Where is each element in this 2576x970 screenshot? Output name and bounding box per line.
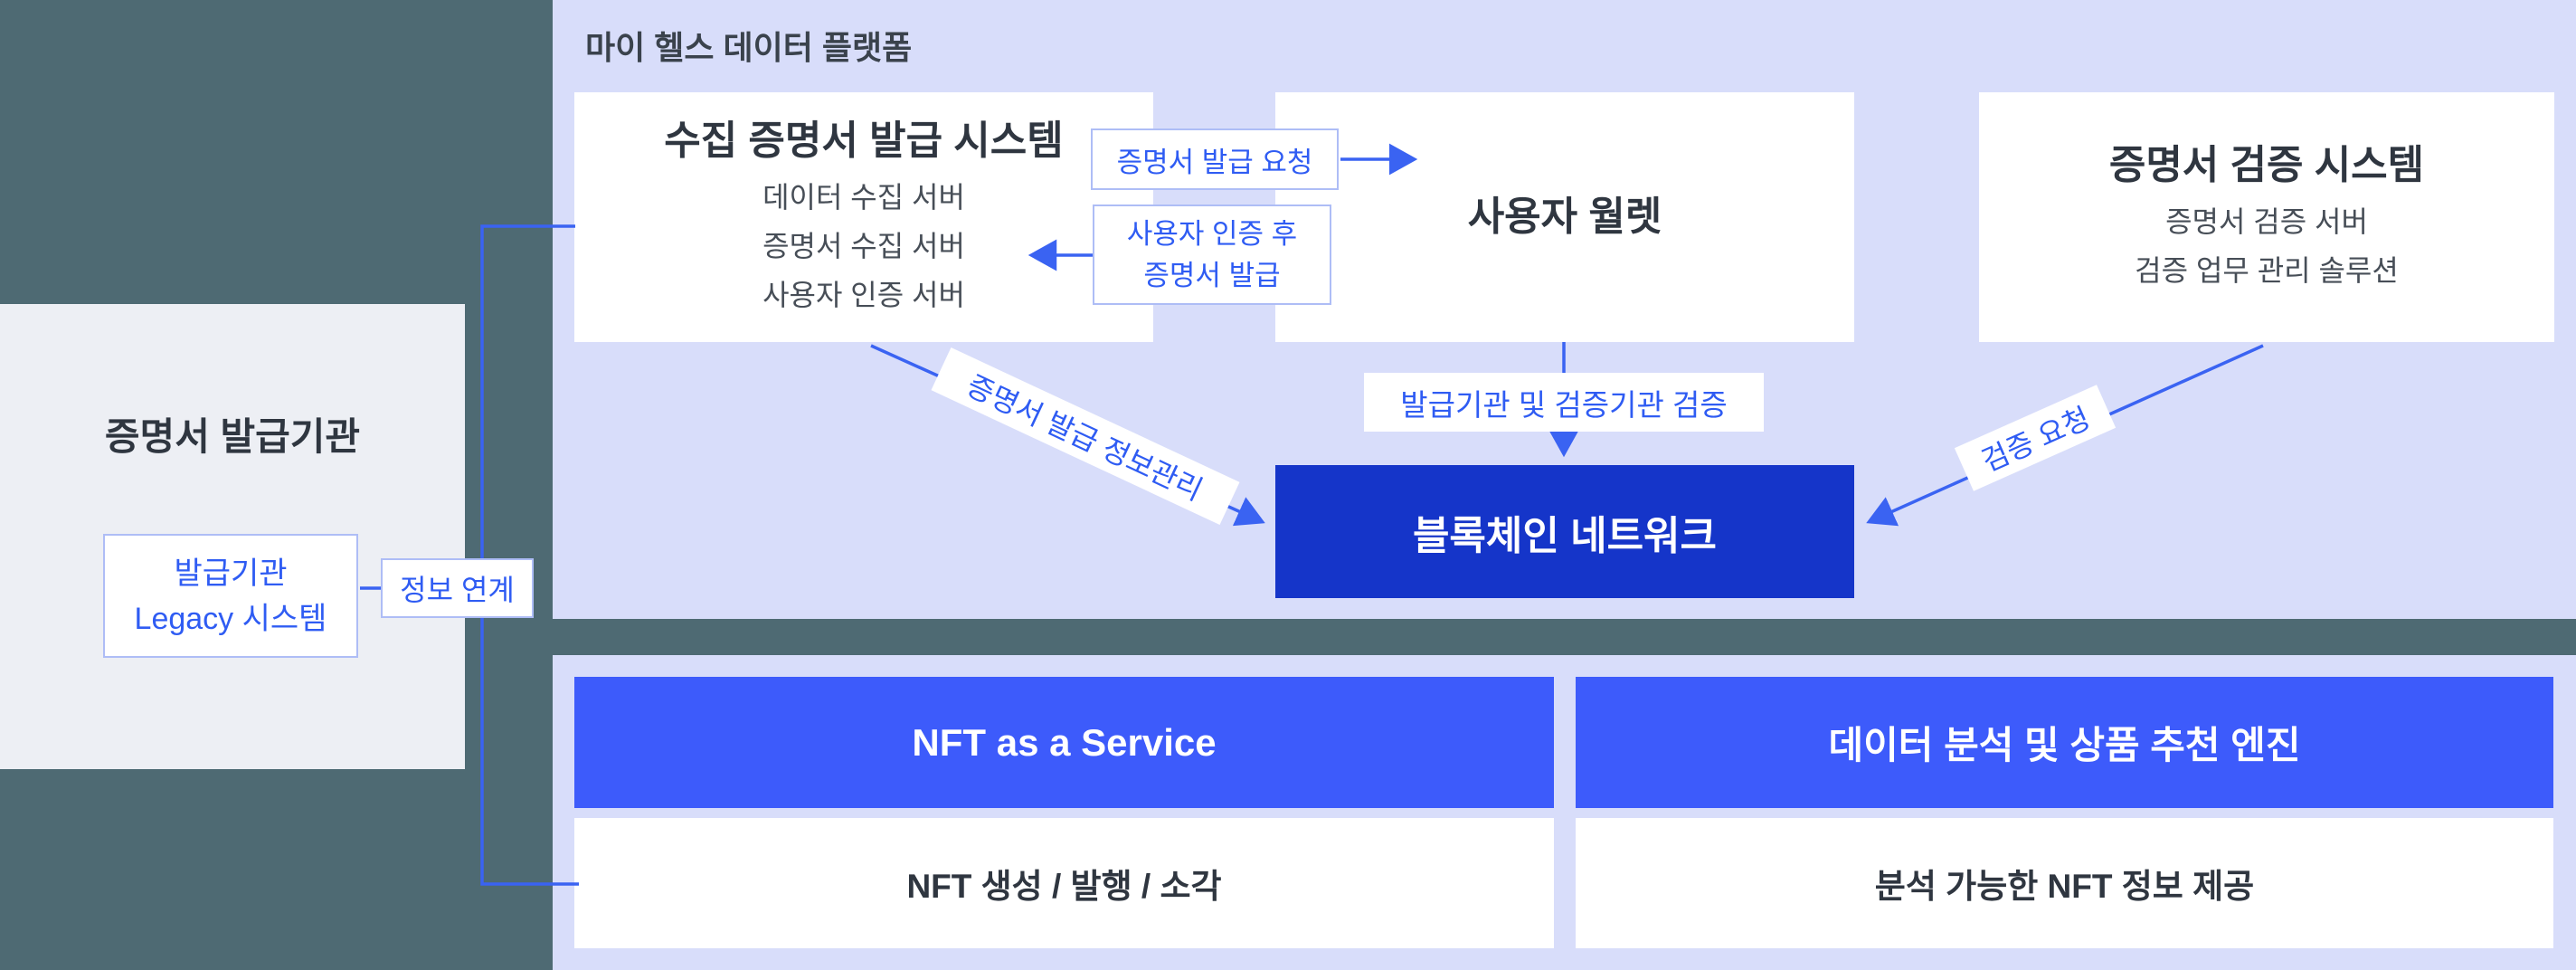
verification-system-box: 증명서 검증 시스템 증명서 검증 서버 검증 업무 관리 솔루션 bbox=[1979, 92, 2554, 342]
nft-service-header: NFT as a Service bbox=[574, 677, 1554, 808]
user-wallet-title: 사용자 월렛 bbox=[1467, 195, 1662, 239]
issuer-panel-title: 증명서 발급기관 bbox=[104, 415, 361, 458]
platform-title: 마이 헬스 데이터 플랫폼 bbox=[585, 29, 913, 66]
analytics-engine-body: 분석 가능한 NFT 정보 제공 bbox=[1576, 818, 2553, 948]
issuance-system-title: 수집 증명서 발급 시스템 bbox=[664, 119, 1064, 163]
org-verification-label: 발급기관 및 검증기관 검증 bbox=[1364, 373, 1764, 432]
info-link-label: 정보 연계 bbox=[381, 558, 534, 618]
verification-item-server: 증명서 검증 서버 bbox=[2165, 205, 2368, 238]
verification-system-title: 증명서 검증 시스템 bbox=[2108, 143, 2425, 187]
verification-item-solution: 검증 업무 관리 솔루션 bbox=[2135, 254, 2399, 287]
analytics-engine-header: 데이터 분석 및 상품 추천 엔진 bbox=[1576, 677, 2553, 808]
issue-after-auth-line2: 증명서 발급 bbox=[1143, 259, 1281, 291]
issuance-item-data-server: 데이터 수집 서버 bbox=[762, 181, 965, 214]
blockchain-network-box: 블록체인 네트워크 bbox=[1275, 465, 1854, 598]
issuance-item-cert-server: 증명서 수집 서버 bbox=[762, 230, 965, 262]
issue-request-label: 증명서 발급 요청 bbox=[1091, 128, 1339, 190]
user-wallet-box: 사용자 월렛 bbox=[1275, 92, 1854, 342]
nft-service-body: NFT 생성 / 발행 / 소각 bbox=[574, 818, 1554, 948]
issuer-legacy-line2: Legacy 시스템 bbox=[134, 601, 327, 636]
issue-after-auth-line1: 사용자 인증 후 bbox=[1126, 217, 1298, 250]
issue-after-auth-label: 사용자 인증 후 증명서 발급 bbox=[1093, 204, 1331, 305]
issuer-legacy-box: 발급기관 Legacy 시스템 bbox=[103, 534, 358, 658]
issuance-item-auth-server: 사용자 인증 서버 bbox=[762, 279, 965, 311]
issuer-legacy-line1: 발급기관 bbox=[174, 556, 288, 591]
issuance-system-box: 수집 증명서 발급 시스템 데이터 수집 서버 증명서 수집 서버 사용자 인증… bbox=[574, 92, 1153, 342]
